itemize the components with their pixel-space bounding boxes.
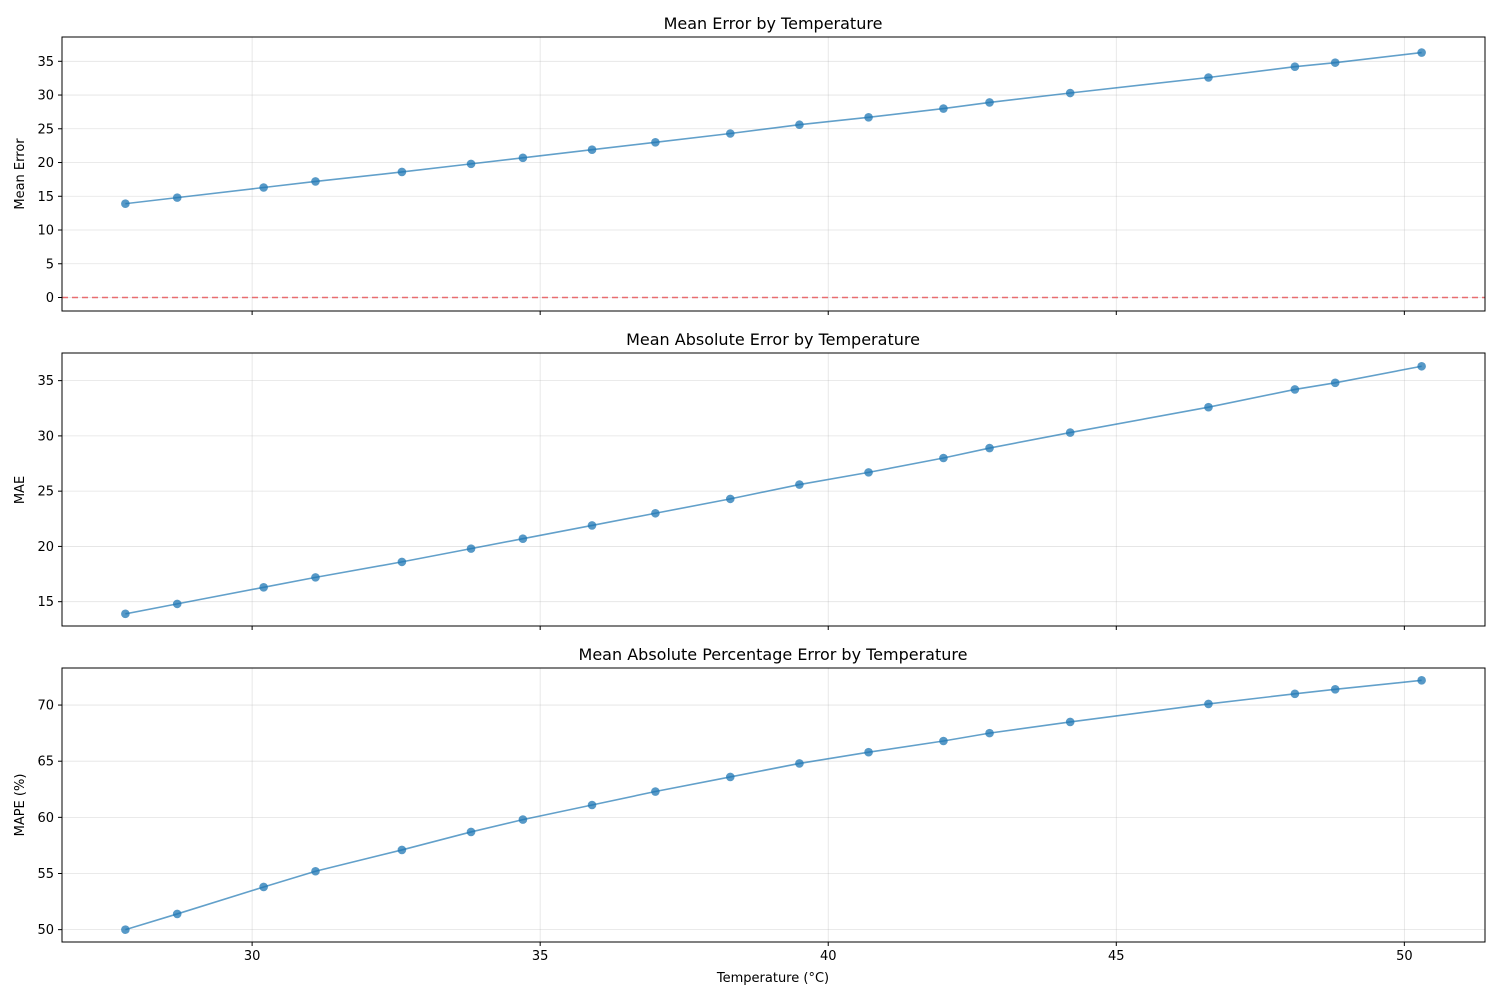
y-tick-label: 55 (37, 867, 54, 882)
data-point (518, 815, 528, 824)
data-point (1417, 48, 1426, 57)
y-tick-label: 50 (37, 923, 54, 938)
data-point (985, 728, 994, 738)
y-tick-label: 20 (37, 540, 54, 555)
y-tick-label: 25 (37, 485, 54, 500)
data-point (259, 882, 268, 892)
data-point (1204, 699, 1213, 709)
axes-frame (61, 36, 1486, 312)
data-point (939, 453, 948, 463)
data-point (518, 153, 528, 163)
x-tick-label: 35 (532, 949, 549, 964)
data-point (1330, 58, 1340, 67)
y-axis-label: MAE (13, 476, 28, 504)
data-point (121, 609, 130, 619)
y-tick-label: 0 (46, 291, 54, 306)
y-tick-label: 60 (37, 811, 54, 826)
y-tick-label: 35 (37, 374, 54, 389)
panel-mape: 50 55 60 65 70 30 35 40 45 50 Mean Absolute Perce… (13, 645, 1486, 986)
data-point (1065, 717, 1075, 727)
y-tick-label: 15 (37, 190, 54, 205)
y-tick-label: 30 (37, 89, 54, 104)
x-tick-label: 45 (1108, 949, 1125, 964)
y-tick-label: 30 (37, 429, 54, 444)
plot-area: 15 20 25 30 35 (37, 352, 1486, 630)
plot-area: 50 55 60 65 70 30 35 40 45 50 (37, 667, 1486, 964)
data-point (1290, 62, 1300, 71)
axes-frame (61, 667, 1486, 943)
plot-area: 0 5 10 15 20 25 30 35 (37, 36, 1486, 315)
data-point (397, 557, 407, 567)
data-point (725, 494, 735, 504)
data-point (587, 800, 597, 810)
data-point (651, 787, 660, 796)
data-point (397, 845, 407, 855)
y-tick-label: 70 (37, 699, 54, 714)
data-point (259, 183, 268, 192)
data-point (1417, 676, 1426, 685)
data-point (1204, 73, 1213, 82)
data-point (651, 137, 660, 147)
data-point (397, 167, 407, 177)
data-point (795, 120, 804, 130)
y-axis-label: Mean Error (13, 138, 28, 210)
data-point (1065, 88, 1075, 98)
data-point (466, 544, 476, 553)
data-point (1204, 402, 1213, 412)
data-point (121, 925, 130, 934)
data-point (587, 145, 597, 155)
data-point (311, 573, 320, 582)
data-point (172, 193, 182, 202)
data-point (466, 159, 476, 169)
data-point (939, 104, 948, 113)
y-tick-label: 15 (37, 595, 54, 610)
x-axis-label: Temperature (°C) (716, 971, 829, 986)
data-point (939, 736, 948, 746)
y-tick-label: 65 (37, 755, 54, 770)
y-tick-label: 25 (37, 122, 54, 137)
data-point (795, 480, 804, 489)
chart-title: Mean Absolute Error by Temperature (626, 330, 920, 349)
x-tick-label: 40 (820, 949, 837, 964)
data-point (311, 866, 320, 876)
data-point (121, 199, 130, 208)
data-point (1417, 361, 1426, 371)
x-tick-label: 30 (244, 949, 261, 964)
data-point (864, 113, 873, 122)
y-tick-label: 35 (37, 55, 54, 70)
data-point (864, 747, 873, 757)
y-tick-label: 5 (46, 257, 54, 272)
y-axis-label: MAPE (%) (13, 774, 28, 837)
data-point (518, 534, 528, 543)
data-point (259, 583, 268, 592)
data-point (795, 759, 804, 768)
axes-frame (61, 352, 1486, 627)
x-tick-label: 50 (1396, 949, 1413, 964)
data-point (172, 909, 182, 919)
data-point (1330, 378, 1340, 388)
data-point (1290, 385, 1300, 394)
data-point (725, 129, 735, 138)
data-point (1290, 689, 1300, 699)
y-tick-label: 20 (37, 156, 54, 171)
data-point (587, 521, 597, 530)
data-point (651, 508, 660, 518)
chart-title: Mean Error by Temperature (664, 14, 883, 33)
panel-mae: 15 20 25 30 35 Mean Absolute Error by Temper… (13, 330, 1486, 630)
chart-title: Mean Absolute Percentage Error by Temper… (579, 645, 968, 664)
data-point (1330, 685, 1340, 694)
data-point (725, 772, 735, 782)
data-point (311, 177, 320, 186)
panel-mean-error: 0 5 10 15 20 25 30 35 Mean Error by Temperature… (13, 14, 1486, 315)
data-point (985, 443, 994, 453)
data-point (466, 827, 476, 837)
y-tick-label: 10 (37, 224, 54, 239)
data-point (985, 98, 994, 107)
data-point (172, 599, 182, 609)
data-point (864, 468, 873, 477)
data-point (1065, 428, 1075, 437)
